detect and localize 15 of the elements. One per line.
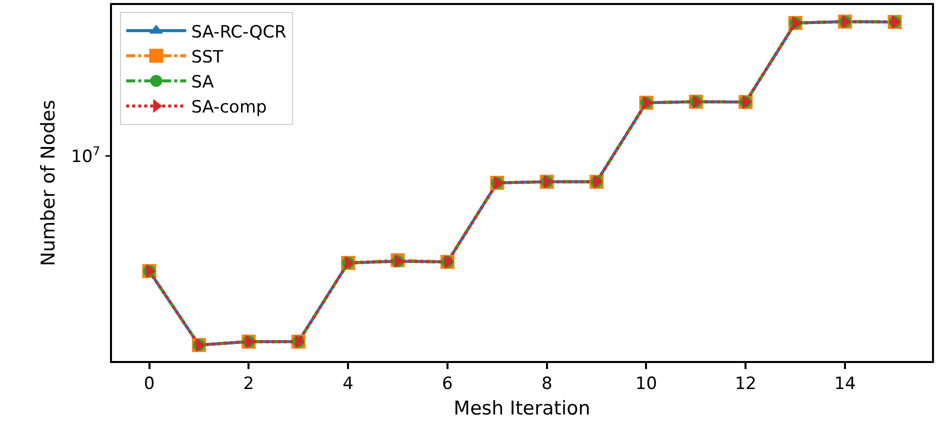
x-tick-label: 10	[635, 374, 658, 394]
x-tick-label: 8	[541, 374, 552, 394]
x-tick-label: 0	[144, 374, 155, 394]
x-tick-label: 6	[442, 374, 453, 394]
legend-label: SA	[191, 72, 214, 92]
x-axis-title: Mesh Iteration	[454, 397, 590, 420]
x-tick-label: 4	[342, 374, 354, 394]
x-tick-label: 12	[734, 374, 756, 394]
x-tick-label: 14	[834, 374, 856, 394]
text: 10$^{7}$	[71, 144, 100, 168]
legend-label: SST	[191, 47, 224, 68]
legend-label: SA-comp	[191, 98, 267, 118]
x-tick-label: 2	[243, 374, 254, 394]
y-axis-title: Number of Nodes	[38, 100, 60, 266]
legend-label: SA-RC-QCR	[191, 22, 287, 42]
